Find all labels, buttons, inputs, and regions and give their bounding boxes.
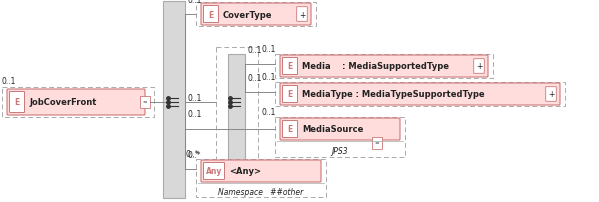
Text: Any: Any: [206, 167, 222, 176]
Bar: [196, 3, 316, 27]
FancyBboxPatch shape: [204, 6, 219, 23]
Text: JPS3: JPS3: [332, 147, 348, 156]
FancyBboxPatch shape: [280, 56, 488, 78]
FancyBboxPatch shape: [204, 163, 225, 180]
Bar: [196, 159, 326, 197]
Text: 0..1: 0..1: [262, 45, 276, 54]
Text: =: =: [375, 141, 379, 146]
Text: E: E: [208, 11, 214, 19]
FancyBboxPatch shape: [280, 118, 400, 140]
Bar: [163, 2, 185, 198]
Bar: [275, 55, 493, 79]
Text: CoverType: CoverType: [223, 11, 273, 19]
Text: E: E: [288, 62, 293, 71]
Bar: [216, 48, 258, 167]
Text: 0..1: 0..1: [187, 94, 201, 102]
Text: MediaType : MediaTypeSupportedType: MediaType : MediaTypeSupportedType: [302, 90, 485, 99]
Text: 0..1: 0..1: [2, 77, 16, 86]
FancyBboxPatch shape: [280, 84, 560, 105]
FancyBboxPatch shape: [283, 58, 298, 75]
Text: MediaSource: MediaSource: [302, 125, 364, 134]
Text: E: E: [288, 125, 293, 134]
FancyBboxPatch shape: [283, 121, 298, 138]
Text: 0..1: 0..1: [186, 0, 201, 2]
Text: +: +: [299, 11, 305, 19]
Text: E: E: [14, 98, 20, 107]
Text: E: E: [288, 90, 293, 99]
FancyBboxPatch shape: [10, 92, 25, 113]
Text: =: =: [143, 100, 147, 105]
Bar: [275, 83, 565, 106]
FancyBboxPatch shape: [201, 160, 321, 182]
FancyBboxPatch shape: [546, 87, 556, 102]
FancyBboxPatch shape: [201, 4, 311, 26]
Text: 0..*: 0..*: [187, 150, 201, 159]
Text: 0..1: 0..1: [247, 74, 261, 83]
FancyBboxPatch shape: [297, 8, 307, 22]
Bar: [275, 117, 405, 157]
Text: 0..*: 0..*: [186, 149, 199, 158]
Bar: [2, 87, 154, 117]
Text: 0..1: 0..1: [187, 109, 201, 118]
Bar: [140, 97, 150, 108]
Text: 0..1: 0..1: [187, 0, 201, 5]
Text: +: +: [476, 62, 482, 71]
Bar: [372, 137, 382, 149]
Text: <Any>: <Any>: [229, 167, 261, 176]
Text: Namespace   ##other: Namespace ##other: [219, 188, 304, 197]
Text: JobCoverFront: JobCoverFront: [29, 98, 96, 107]
FancyBboxPatch shape: [283, 86, 298, 103]
Text: 0..1: 0..1: [247, 46, 261, 55]
FancyBboxPatch shape: [7, 89, 145, 115]
Text: 0..1: 0..1: [262, 73, 276, 82]
FancyBboxPatch shape: [474, 59, 485, 74]
Bar: [228, 55, 245, 164]
Text: 0..1: 0..1: [262, 107, 276, 116]
Text: +: +: [548, 90, 554, 99]
Text: Media    : MediaSupportedType: Media : MediaSupportedType: [302, 62, 449, 71]
